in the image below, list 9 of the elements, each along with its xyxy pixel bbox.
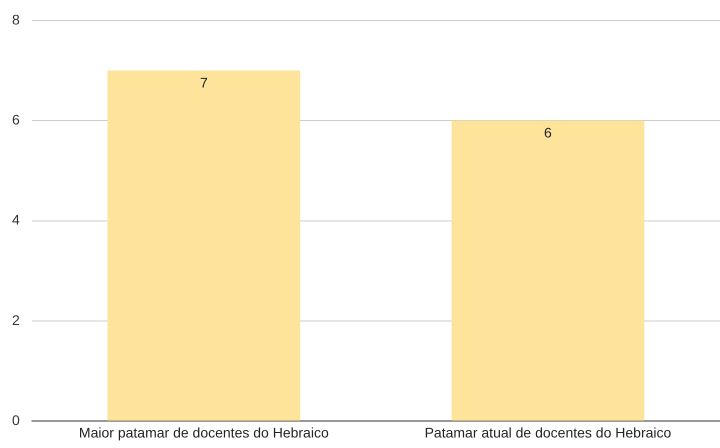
x-tick-label: Patamar atual de docentes do Hebraico xyxy=(424,424,672,440)
data-label: 6 xyxy=(544,124,552,140)
y-tick-label: 6 xyxy=(12,111,20,128)
data-label: 7 xyxy=(200,74,208,90)
y-tick-label: 4 xyxy=(12,212,20,228)
y-tick-label: 8 xyxy=(12,11,20,28)
x-tick-label: Maior patamar de docentes do Hebraico xyxy=(78,424,329,440)
y-tick-label: 0 xyxy=(12,412,20,428)
y-tick-label: 2 xyxy=(12,312,20,328)
